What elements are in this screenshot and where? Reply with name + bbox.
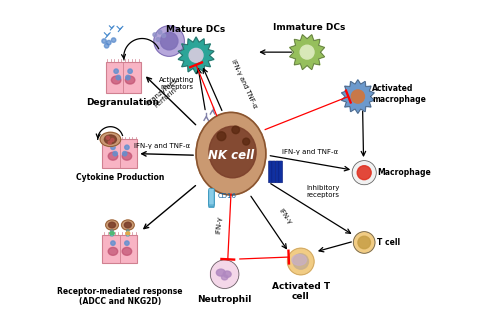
Circle shape xyxy=(114,69,118,73)
Text: Activated T
cell: Activated T cell xyxy=(272,282,330,301)
Circle shape xyxy=(126,75,130,80)
Circle shape xyxy=(124,241,129,245)
Polygon shape xyxy=(342,80,374,113)
Circle shape xyxy=(110,145,115,149)
Ellipse shape xyxy=(108,222,116,228)
Text: Inhibitory
receptors: Inhibitory receptors xyxy=(306,185,340,198)
Text: CD16: CD16 xyxy=(218,193,236,199)
Circle shape xyxy=(242,138,250,145)
Circle shape xyxy=(108,141,112,144)
Circle shape xyxy=(110,139,114,142)
Text: Receptor-mediated response
(ADCC and NKG2D): Receptor-mediated response (ADCC and NKG… xyxy=(57,287,182,306)
Ellipse shape xyxy=(110,232,114,235)
Circle shape xyxy=(104,44,109,48)
FancyBboxPatch shape xyxy=(209,190,214,206)
Ellipse shape xyxy=(122,220,134,230)
Text: Granzymes
Perforin: Granzymes Perforin xyxy=(144,77,183,113)
Ellipse shape xyxy=(108,247,118,255)
FancyBboxPatch shape xyxy=(279,161,282,183)
Circle shape xyxy=(189,48,203,62)
FancyBboxPatch shape xyxy=(272,161,276,183)
Circle shape xyxy=(122,151,127,156)
Ellipse shape xyxy=(209,126,256,178)
Circle shape xyxy=(160,32,178,50)
Circle shape xyxy=(153,33,156,36)
Ellipse shape xyxy=(196,112,266,195)
Ellipse shape xyxy=(100,132,120,147)
Ellipse shape xyxy=(104,135,117,144)
Circle shape xyxy=(154,26,184,56)
Text: IFN-γ: IFN-γ xyxy=(216,216,223,234)
Circle shape xyxy=(162,34,166,37)
Ellipse shape xyxy=(124,222,132,228)
Circle shape xyxy=(110,241,115,245)
Text: IFN-γ and TNF-α: IFN-γ and TNF-α xyxy=(134,143,190,149)
Circle shape xyxy=(352,90,364,103)
Text: Immature DCs: Immature DCs xyxy=(274,23,346,32)
Text: IFN-γ and TNF-α: IFN-γ and TNF-α xyxy=(282,149,339,155)
Ellipse shape xyxy=(122,247,132,255)
Circle shape xyxy=(210,260,239,288)
Circle shape xyxy=(128,69,132,73)
FancyBboxPatch shape xyxy=(106,62,140,93)
Polygon shape xyxy=(178,37,214,74)
Circle shape xyxy=(102,39,106,43)
Text: Neutrophil: Neutrophil xyxy=(198,295,252,304)
FancyBboxPatch shape xyxy=(102,235,138,263)
FancyBboxPatch shape xyxy=(126,230,129,236)
Circle shape xyxy=(232,126,239,134)
Text: Mature DCs: Mature DCs xyxy=(166,25,226,34)
Text: T cell: T cell xyxy=(377,238,400,247)
FancyBboxPatch shape xyxy=(110,230,114,236)
Text: IFN-γ: IFN-γ xyxy=(277,208,292,226)
Circle shape xyxy=(217,132,226,141)
Text: Activating
receptors: Activating receptors xyxy=(158,77,194,90)
Circle shape xyxy=(358,236,370,249)
Ellipse shape xyxy=(112,76,121,84)
FancyBboxPatch shape xyxy=(276,161,279,183)
FancyBboxPatch shape xyxy=(102,140,138,168)
Circle shape xyxy=(112,38,116,42)
Polygon shape xyxy=(290,35,324,70)
Text: Macrophage: Macrophage xyxy=(378,168,432,177)
Ellipse shape xyxy=(292,255,306,265)
Ellipse shape xyxy=(223,271,231,277)
Circle shape xyxy=(158,30,162,34)
Circle shape xyxy=(156,37,160,41)
Ellipse shape xyxy=(108,152,118,160)
FancyBboxPatch shape xyxy=(268,161,272,183)
Circle shape xyxy=(293,254,308,269)
Text: Degranulation: Degranulation xyxy=(86,98,160,107)
Circle shape xyxy=(352,161,376,185)
Circle shape xyxy=(106,136,110,140)
Ellipse shape xyxy=(126,232,130,235)
FancyBboxPatch shape xyxy=(209,191,214,208)
Text: IFN-γ and TNF-α: IFN-γ and TNF-α xyxy=(230,59,258,109)
Circle shape xyxy=(288,248,314,275)
Circle shape xyxy=(300,45,314,59)
Circle shape xyxy=(106,40,111,45)
Circle shape xyxy=(116,75,120,80)
Circle shape xyxy=(357,166,371,180)
Circle shape xyxy=(354,232,375,253)
FancyBboxPatch shape xyxy=(209,188,214,205)
Circle shape xyxy=(113,151,117,156)
Ellipse shape xyxy=(106,220,118,230)
Ellipse shape xyxy=(122,152,132,160)
Ellipse shape xyxy=(126,76,135,84)
Circle shape xyxy=(124,145,129,149)
Text: NK cell: NK cell xyxy=(208,149,254,162)
Ellipse shape xyxy=(222,275,228,280)
Text: Activated
macrophage: Activated macrophage xyxy=(372,84,426,104)
Text: Cytokine Production: Cytokine Production xyxy=(76,173,164,182)
Ellipse shape xyxy=(216,269,226,276)
